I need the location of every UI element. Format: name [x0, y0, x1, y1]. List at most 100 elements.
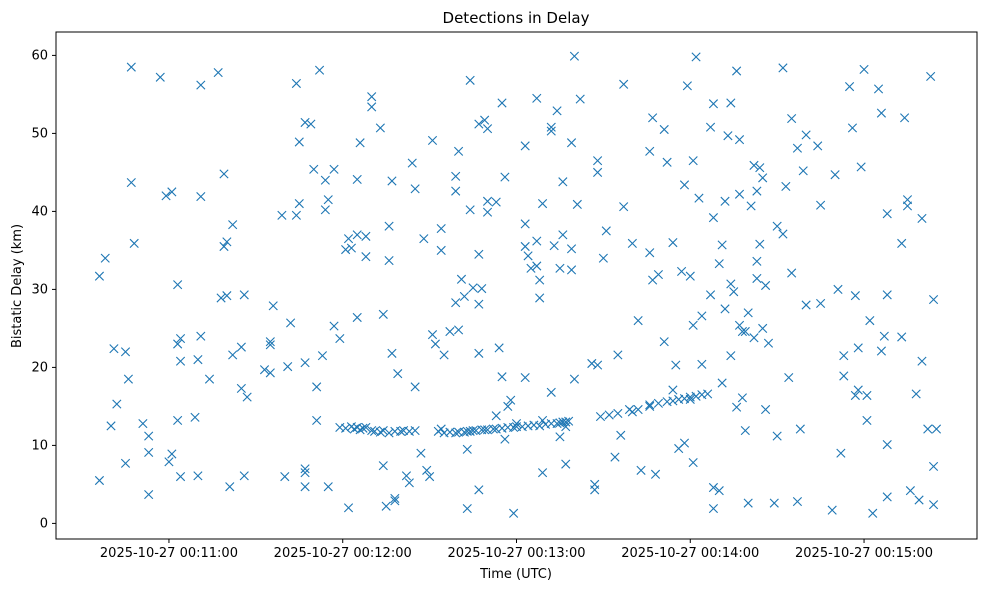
data-point [566, 265, 577, 275]
plot-frame [55, 31, 978, 540]
data-point [859, 64, 869, 75]
data-point [280, 472, 290, 482]
data-point [239, 290, 249, 300]
data-point [923, 424, 933, 434]
data-point [468, 425, 478, 436]
data-point [708, 213, 719, 223]
data-point [167, 187, 177, 197]
data-point [378, 461, 388, 471]
data-point [784, 372, 794, 383]
data-point [173, 339, 183, 349]
data-point [474, 119, 484, 129]
data-point [627, 238, 637, 248]
data-point [216, 293, 226, 303]
data-point [427, 330, 438, 340]
data-point [526, 263, 536, 273]
data-point [616, 430, 626, 440]
data-point [763, 338, 774, 348]
data-point [720, 304, 730, 314]
data-point [283, 362, 293, 372]
data-point [743, 308, 753, 318]
data-point [294, 137, 304, 147]
data-point [798, 166, 808, 176]
data-point [685, 394, 695, 404]
data-point [482, 196, 493, 206]
data-point [532, 93, 542, 103]
data-point [558, 230, 568, 240]
data-point [196, 331, 206, 341]
data-point [474, 299, 484, 309]
data-point [500, 434, 510, 444]
data-point [384, 428, 394, 438]
data-point [468, 283, 478, 293]
data-point [740, 425, 750, 436]
data-point [456, 274, 467, 284]
data-point [679, 180, 690, 190]
data-point [850, 291, 860, 301]
data-point [752, 256, 762, 266]
data-point [503, 401, 513, 411]
data-point [439, 350, 449, 360]
data-point [659, 337, 669, 347]
data-point [758, 173, 768, 183]
data-point [500, 172, 510, 182]
data-point [355, 138, 365, 148]
data-point [668, 396, 678, 406]
data-point [868, 508, 878, 518]
data-point [144, 431, 154, 441]
data-point [734, 189, 745, 199]
data-point [839, 351, 849, 361]
y-tick-label: 10 [31, 438, 48, 453]
data-point [509, 508, 519, 518]
data-point [546, 126, 556, 136]
data-point [882, 492, 892, 502]
data-point [865, 316, 875, 326]
data-point [300, 358, 310, 368]
data-point [561, 417, 571, 427]
data-point [453, 325, 464, 335]
data-point [668, 238, 678, 248]
data-point [593, 167, 603, 177]
data-point [552, 106, 562, 116]
data-point [876, 346, 887, 356]
data-point [367, 92, 377, 102]
y-tick-label: 60 [31, 48, 48, 63]
data-point [836, 448, 846, 458]
data-point [787, 268, 797, 278]
data-point [856, 162, 866, 172]
data-point [239, 471, 249, 481]
data-point [708, 482, 719, 493]
data-point [633, 404, 643, 415]
data-point [723, 131, 733, 141]
data-point [760, 280, 771, 291]
data-point [862, 415, 872, 426]
data-point [619, 202, 629, 212]
data-point [703, 389, 713, 399]
data-point [645, 146, 655, 156]
data-point [697, 311, 707, 321]
data-point [222, 291, 232, 301]
data-point [732, 402, 742, 412]
data-point [204, 374, 215, 384]
data-point [367, 102, 377, 112]
data-point [566, 138, 577, 148]
data-point [378, 309, 388, 319]
x-tick-label: 2025-10-27 00:13:00 [447, 546, 585, 561]
data-point [685, 271, 695, 281]
data-point [801, 130, 811, 140]
data-point [312, 382, 322, 392]
data-point [604, 410, 614, 420]
data-point [393, 369, 403, 379]
data-point [726, 279, 736, 289]
data-point [341, 245, 351, 255]
data-point [882, 209, 892, 219]
data-point [520, 141, 530, 151]
data-point [193, 355, 203, 365]
data-point [462, 503, 472, 514]
data-point [749, 160, 759, 170]
data-point [595, 411, 606, 422]
x-tick-label: 2025-10-27 00:11:00 [100, 546, 238, 561]
data-point [645, 400, 655, 410]
